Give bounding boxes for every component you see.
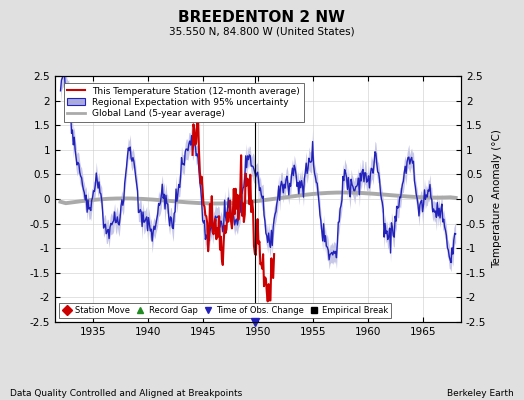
Text: BREEDENTON 2 NW: BREEDENTON 2 NW: [179, 10, 345, 25]
Legend: Station Move, Record Gap, Time of Obs. Change, Empirical Break: Station Move, Record Gap, Time of Obs. C…: [59, 303, 391, 318]
Y-axis label: Temperature Anomaly (°C): Temperature Anomaly (°C): [492, 130, 502, 268]
Text: Berkeley Earth: Berkeley Earth: [447, 389, 514, 398]
Text: 35.550 N, 84.800 W (United States): 35.550 N, 84.800 W (United States): [169, 26, 355, 36]
Text: Data Quality Controlled and Aligned at Breakpoints: Data Quality Controlled and Aligned at B…: [10, 389, 243, 398]
